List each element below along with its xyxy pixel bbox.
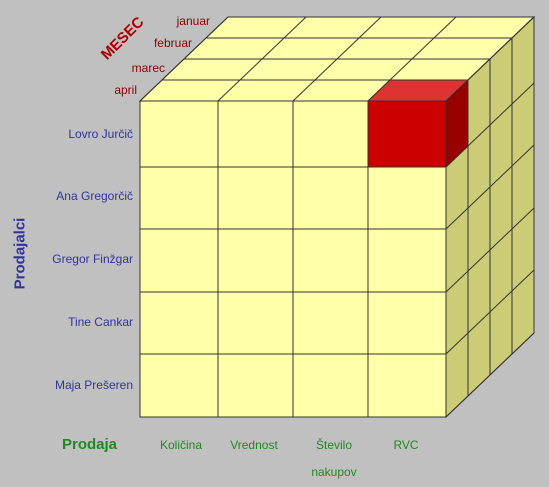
measures-title: Prodaja: [62, 436, 118, 453]
measure-label: Količina: [159, 438, 203, 452]
cell: [139, 100, 219, 168]
cell: [292, 100, 369, 168]
cell: [292, 291, 369, 355]
cell: [367, 166, 447, 230]
cell: [139, 353, 219, 418]
month-label: marec: [131, 61, 165, 75]
cell: [217, 353, 294, 418]
cell: [292, 166, 369, 230]
side-line: [445, 144, 535, 230]
measure-label: Število nakupov: [311, 438, 357, 479]
month-label: april: [114, 83, 137, 97]
cell: [139, 291, 219, 355]
measure-label: RVC: [393, 438, 419, 452]
cell: [217, 291, 294, 355]
cell: [139, 166, 219, 230]
seller-label: Maja Prešeren: [54, 378, 133, 392]
top-line: [217, 16, 307, 102]
cell: [367, 291, 447, 355]
cell: [292, 353, 369, 418]
side-line: [445, 269, 535, 355]
seller-label: Tine Cankar: [68, 315, 133, 329]
highlight-side: [445, 78, 469, 169]
seller-label: Gregor Finžgar: [52, 252, 133, 266]
month-label: februar: [153, 36, 192, 50]
measure-label: Vrednost: [230, 438, 278, 452]
cell: [139, 228, 219, 293]
highlight-front: [367, 100, 447, 168]
top-line: [292, 16, 382, 102]
month-label: januar: [176, 14, 210, 28]
cell: [292, 228, 369, 293]
cell: [217, 100, 294, 168]
cell: [367, 228, 447, 293]
seller-label: Lovro Jurčič: [68, 127, 133, 141]
cell: [367, 353, 447, 418]
side-line: [445, 332, 535, 418]
seller-label: Ana Gregorčič: [56, 189, 133, 203]
top-line: [139, 16, 229, 102]
cell: [217, 228, 294, 293]
side-line: [445, 207, 535, 293]
cell: [217, 166, 294, 230]
